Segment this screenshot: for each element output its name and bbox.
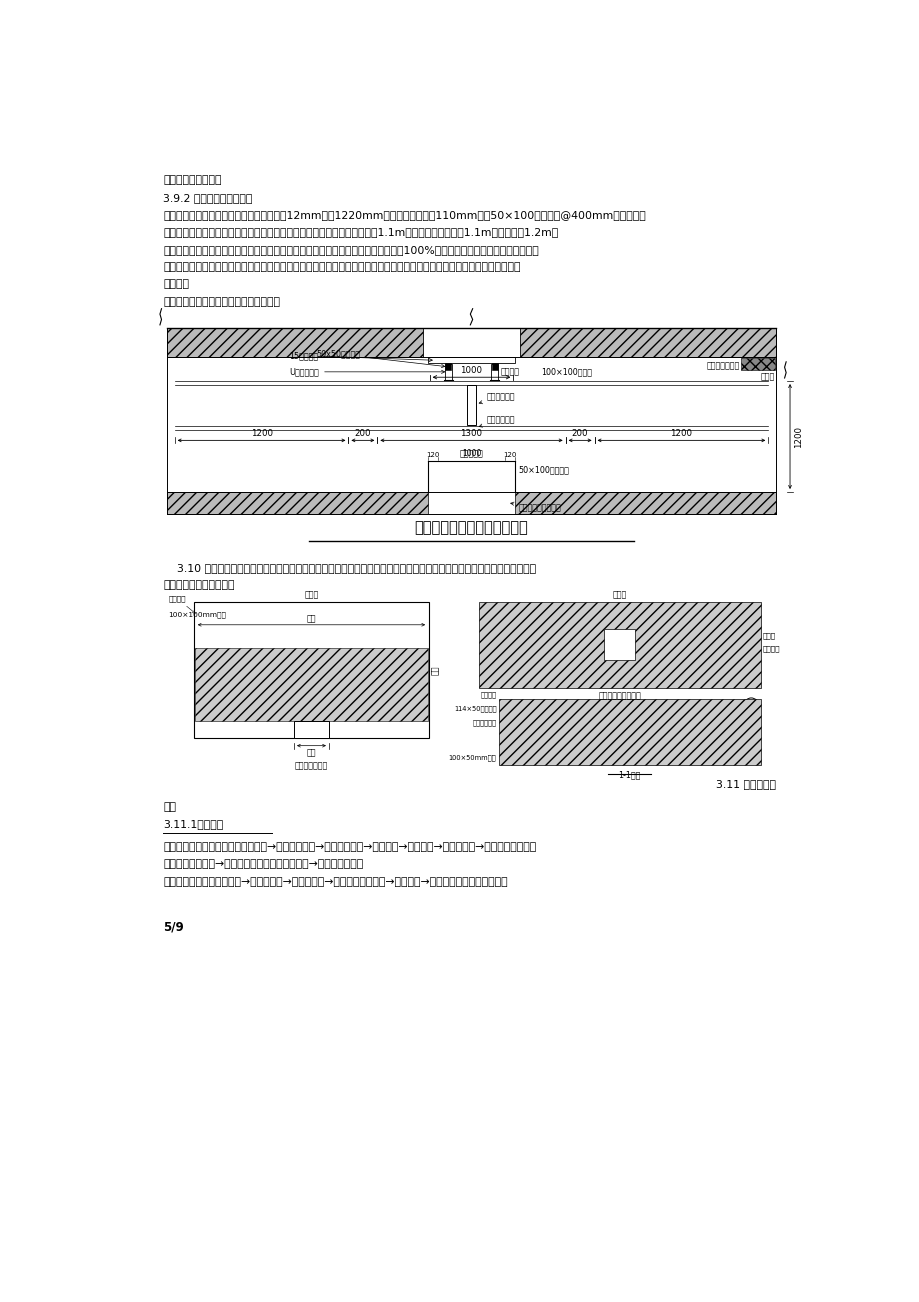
- Bar: [428, 461, 514, 492]
- Text: 梁宽: 梁宽: [306, 615, 316, 624]
- Text: 梁深: 梁深: [431, 665, 439, 674]
- Text: 1000: 1000: [461, 449, 481, 458]
- Text: 柱顶方木垫仓口: 柱顶方木垫仓口: [294, 762, 328, 769]
- Bar: [445, 363, 451, 370]
- Text: 1300: 1300: [460, 430, 482, 439]
- Text: 3.9.2 后浇带处梁底模拆除: 3.9.2 后浇带处梁底模拆除: [163, 193, 252, 203]
- Text: 楼板钢筋: 楼板钢筋: [501, 367, 519, 376]
- Text: 木底合板: 木底合板: [480, 691, 495, 698]
- Text: 50x50方木卡圈: 50x50方木卡圈: [316, 350, 444, 367]
- Bar: [491, 365, 498, 380]
- Text: 50×100木方通长: 50×100木方通长: [518, 465, 569, 474]
- Text: 柱箍筋: 柱箍筋: [304, 590, 318, 599]
- Bar: [519, 328, 776, 357]
- Text: 后浇带支撑及防护做法示意图: 后浇带支撑及防护做法示意图: [414, 519, 528, 535]
- Bar: [515, 492, 776, 513]
- Text: 夹木合板: 夹木合板: [762, 646, 779, 652]
- Text: 的作用。: 的作用。: [163, 280, 188, 289]
- Text: 梁柱节点模板平面图: 梁柱节点模板平面图: [598, 691, 641, 700]
- Text: 固横管及对拉螺栓→复核梁模尺寸位置并安装斜撑→与相邻模板连接: 固横管及对拉螺栓→复核梁模尺寸位置并安装斜撑→与相邻模板连接: [163, 859, 363, 870]
- Text: 100×100mm次木: 100×100mm次木: [168, 611, 226, 617]
- Text: U型可调支撑: U型可调支撑: [289, 367, 444, 376]
- Text: 114×50方木垫肋: 114×50方木垫肋: [453, 706, 495, 712]
- Text: 5/9: 5/9: [163, 921, 184, 934]
- Bar: [467, 385, 475, 424]
- Text: 1200: 1200: [670, 430, 692, 439]
- Text: 200: 200: [572, 430, 588, 439]
- Text: 200: 200: [354, 430, 370, 439]
- Text: 后浇带处梁底模要预先设计：竹编板底模厚12mm、宽1220mm（两边各出后浇带110mm）；50×100方木背愣@400mm，垂直于后: 后浇带处梁底模要预先设计：竹编板底模厚12mm、宽1220mm（两边各出后浇带1…: [163, 210, 645, 220]
- Text: 1-1剖面: 1-1剖面: [618, 771, 641, 780]
- Text: 柱箱板: 柱箱板: [762, 633, 776, 639]
- Text: 120: 120: [426, 452, 439, 458]
- Bar: [491, 363, 497, 370]
- Text: 板安装工艺流程：搭设支架→安装主龙骨→安装次龙骨→调整模板下皮标高→铺设面板→检验模板上皮标高及平整度: 板安装工艺流程：搭设支架→安装主龙骨→安装次龙骨→调整模板下皮标高→铺设面板→检…: [163, 876, 507, 887]
- Text: 3.11.1工艺流程: 3.11.1工艺流程: [163, 819, 223, 829]
- Text: 1200: 1200: [250, 430, 272, 439]
- Text: 水平钢管支撑: 水平钢管支撑: [479, 415, 515, 427]
- Bar: [604, 629, 635, 660]
- Text: 木盖板保护: 木盖板保护: [460, 449, 482, 458]
- Bar: [479, 602, 760, 687]
- Text: 放针钉木: 放针钉木: [168, 595, 195, 613]
- Text: 1200: 1200: [793, 426, 802, 448]
- Bar: [294, 721, 329, 738]
- Text: 夹具方木合口: 夹具方木合口: [471, 719, 495, 727]
- Text: 后浇带部分支撑搭设及防护作法详下图：: 后浇带部分支撑搭设及防护作法详下图：: [163, 297, 279, 307]
- Text: 柱宽: 柱宽: [306, 747, 316, 756]
- Text: 拆模时，先拆两侧底模，后浇带处底模保留，待后浇带混凝土浇筑并达到设计要求的100%强度后方可拆模（后浇带处混凝土要: 拆模时，先拆两侧底模，后浇带处底模保留，待后浇带混凝土浇筑并达到设计要求的100…: [163, 245, 539, 255]
- Text: 次龙骨: 次龙骨: [760, 372, 775, 381]
- Text: 浇带放置，同两侧其它部位底模不连接；钢管架立杆垂直于后浇带方向间距1.1m，沿后浇带方向间距1.1m，拉杆间距1.2m；: 浇带放置，同两侧其它部位底模不连接；钢管架立杆垂直于后浇带方向间距1.1m，沿后…: [163, 228, 558, 237]
- Text: 3.11 梁、板模板: 3.11 梁、板模板: [715, 779, 776, 789]
- Bar: [498, 699, 760, 764]
- Bar: [195, 648, 427, 721]
- Bar: [427, 357, 515, 363]
- Bar: [166, 328, 423, 357]
- Text: 按设计要求的浇筑时间进行浇筑）。后浇带预留成型后应作好后浇带部位的防护，防止后浇带进水或杂物，同进达到安全防护: 按设计要求的浇筑时间进行浇筑）。后浇带预留成型后应作好后浇带部位的防护，防止后浇…: [163, 262, 520, 272]
- Text: 竹胶板盖板保护: 竹胶板盖板保护: [706, 361, 739, 370]
- Text: 竖向钢管支撑: 竖向钢管支撑: [479, 392, 515, 404]
- Text: 120: 120: [503, 452, 516, 458]
- Text: 安装: 安装: [163, 802, 176, 812]
- Text: 红机砖砌临时挡水台: 红机砖砌临时挡水台: [510, 503, 561, 512]
- Bar: [444, 365, 451, 380]
- Text: 梁柱接头做法详见下图：: 梁柱接头做法详见下图：: [163, 581, 234, 590]
- Text: 梁安装工艺流程：弹出轴线及标高线→搭设梁底支架→安装梁底模板→梁底起拱→绑扎钢筋→安装梁侧模→安装镇口立管、加: 梁安装工艺流程：弹出轴线及标高线→搭设梁底支架→安装梁底模板→梁底起拱→绑扎钢筋…: [163, 842, 536, 852]
- Text: 15厚竹胶板: 15厚竹胶板: [289, 352, 432, 362]
- Bar: [194, 602, 428, 738]
- Bar: [166, 492, 427, 513]
- Text: 100×100主龙骨: 100×100主龙骨: [540, 367, 592, 376]
- Text: 1000: 1000: [460, 366, 482, 375]
- Text: 3.10 梁柱接头梁一柱接头、主梁一次梁接头、框架梁加腋做法要通过细部放样、加工或定做，确保接缝严密、棱角方正。: 3.10 梁柱接头梁一柱接头、主梁一次梁接头、框架梁加腋做法要通过细部放样、加工…: [163, 562, 536, 573]
- Text: 100×50mm木木: 100×50mm木木: [448, 754, 495, 760]
- Text: 梁侧板: 梁侧板: [612, 590, 627, 599]
- Text: 将砼软弱层剔除掉。: 将砼软弱层剔除掉。: [163, 176, 221, 185]
- Bar: [741, 358, 775, 370]
